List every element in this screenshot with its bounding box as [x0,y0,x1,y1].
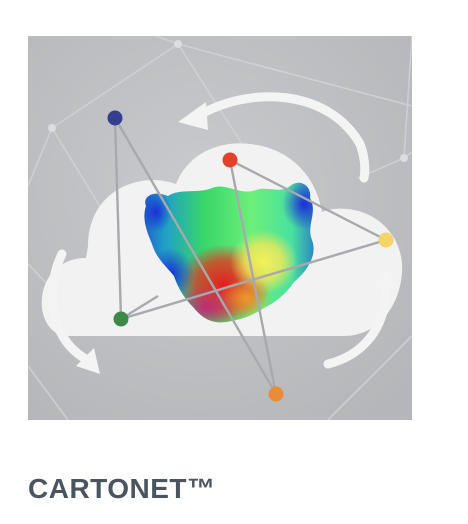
navy-node [107,110,123,126]
cloud-network-molecule-icon [28,36,412,420]
product-illustration[interactable] [28,36,412,420]
orange-node [268,386,284,402]
red-node [222,152,238,168]
product-title[interactable]: CARTONET™ [28,473,216,504]
green-node [113,311,129,327]
yellow-node [378,232,394,248]
